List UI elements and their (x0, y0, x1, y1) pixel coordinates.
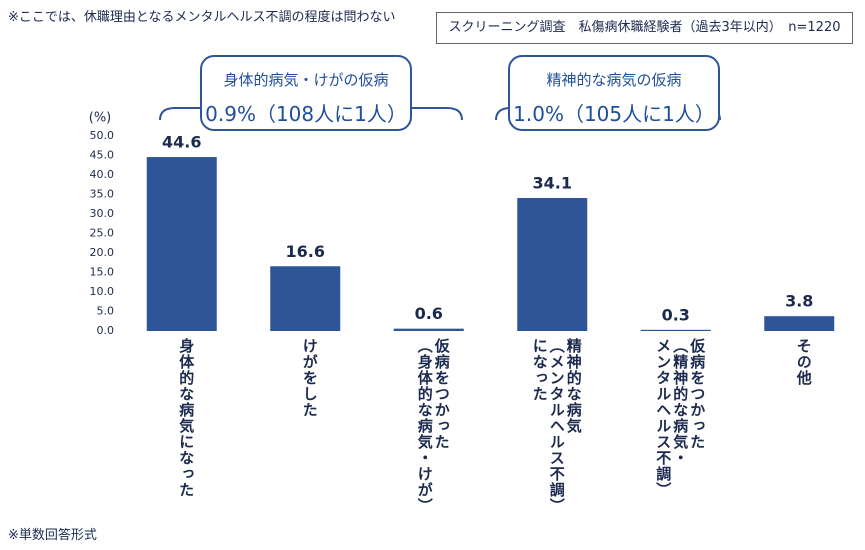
y-tick-label: 10.0 (90, 285, 115, 298)
x-tick-label-line: （精神的な病気・ (671, 338, 690, 466)
x-tick-label-line: 精神的な病気 (564, 338, 583, 434)
bar (764, 316, 835, 331)
x-tick-label-line: 仮病をつかった (432, 338, 451, 450)
callout-value: 1.0%（105人に1人） (513, 102, 715, 126)
y-tick-label: 20.0 (90, 246, 115, 259)
bar (640, 329, 711, 331)
y-tick-label: 45.0 (90, 149, 115, 162)
bar (393, 328, 464, 331)
x-tick-label-line: けがをした (300, 338, 319, 418)
x-tick-label-line: 仮病をつかった (688, 338, 707, 450)
y-tick-label: 25.0 (90, 227, 115, 240)
bar (270, 266, 341, 331)
value-label: 34.1 (533, 174, 572, 193)
x-tick-label-line: （身体的な病気・けが） (415, 338, 434, 514)
y-tick-label: 30.0 (90, 207, 115, 220)
value-label: 44.6 (162, 133, 201, 152)
x-tick-label: 身体的な病気になった (177, 338, 196, 498)
note: ※ここでは、休職理由となるメンタルヘルス不調の程度は問わない (8, 10, 396, 25)
x-tick-label: 精神的な病気 （メンタルヘルス不調） になった (530, 338, 583, 514)
x-tick-label-line: になった (530, 338, 549, 402)
y-tick-label: 35.0 (90, 188, 115, 201)
footnote: ※単数回答形式 (8, 528, 97, 543)
value-label: 16.6 (286, 242, 325, 261)
screening-box: スクリーニング調査 私傷病休職経験者（過去3年以内） n=1220 (436, 12, 853, 44)
callout: 精神的な病気の仮病 1.0%（105人に1人） (508, 55, 720, 131)
y-tick-label: 5.0 (97, 305, 115, 318)
callout: 身体的病気・けがの仮病 0.9%（108人に1人） (200, 55, 412, 131)
callout-title: 身体的病気・けがの仮病 (223, 71, 389, 89)
callout-title: 精神的な病気の仮病 (546, 71, 682, 89)
bar (146, 157, 217, 331)
x-tick-label: その他 (794, 338, 813, 386)
value-label: 3.8 (785, 292, 813, 311)
y-tick-label: 50.0 (90, 129, 115, 142)
x-tick-label-line: その他 (794, 338, 813, 386)
x-tick-label-line: メンタルヘルス不調） (654, 338, 673, 498)
x-tick-label-line: 身体的な病気になった (177, 338, 196, 498)
y-tick-label: 15.0 (90, 266, 115, 279)
value-label: 0.6 (415, 304, 443, 323)
y-tick-label: 40.0 (90, 168, 115, 181)
x-tick-label: 仮病をつかった （精神的な病気・ メンタルヘルス不調） (654, 338, 707, 498)
bar (517, 198, 588, 331)
x-tick-label: けがをした (300, 338, 319, 418)
x-tick-label-line: （メンタルヘルス不調） (547, 338, 566, 514)
x-tick-label: 仮病をつかった （身体的な病気・けが） (415, 338, 451, 514)
callout-value: 0.9%（108人に1人） (205, 102, 407, 126)
y-tick-label: 0.0 (97, 324, 115, 337)
y-axis-label: (%) (89, 111, 112, 126)
value-label: 0.3 (662, 305, 690, 324)
